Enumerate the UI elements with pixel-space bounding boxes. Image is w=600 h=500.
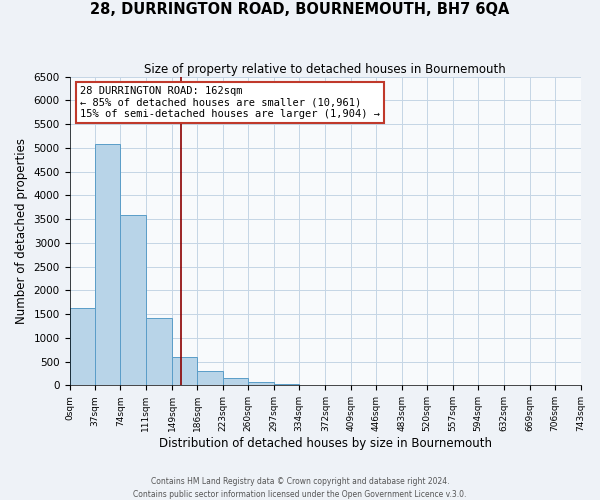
Text: 28 DURRINGTON ROAD: 162sqm
← 85% of detached houses are smaller (10,961)
15% of : 28 DURRINGTON ROAD: 162sqm ← 85% of deta… <box>80 86 380 119</box>
Bar <box>172 358 197 386</box>
Bar <box>197 371 223 386</box>
Bar <box>95 144 121 386</box>
Bar <box>274 384 299 386</box>
Title: Size of property relative to detached houses in Bournemouth: Size of property relative to detached ho… <box>144 62 506 76</box>
Bar <box>223 378 248 386</box>
Bar <box>121 216 146 386</box>
Text: 28, DURRINGTON ROAD, BOURNEMOUTH, BH7 6QA: 28, DURRINGTON ROAD, BOURNEMOUTH, BH7 6Q… <box>91 2 509 18</box>
Bar <box>70 308 95 386</box>
Text: Contains HM Land Registry data © Crown copyright and database right 2024.
Contai: Contains HM Land Registry data © Crown c… <box>133 478 467 499</box>
X-axis label: Distribution of detached houses by size in Bournemouth: Distribution of detached houses by size … <box>158 437 491 450</box>
Bar <box>248 382 274 386</box>
Y-axis label: Number of detached properties: Number of detached properties <box>15 138 28 324</box>
Bar <box>146 318 172 386</box>
